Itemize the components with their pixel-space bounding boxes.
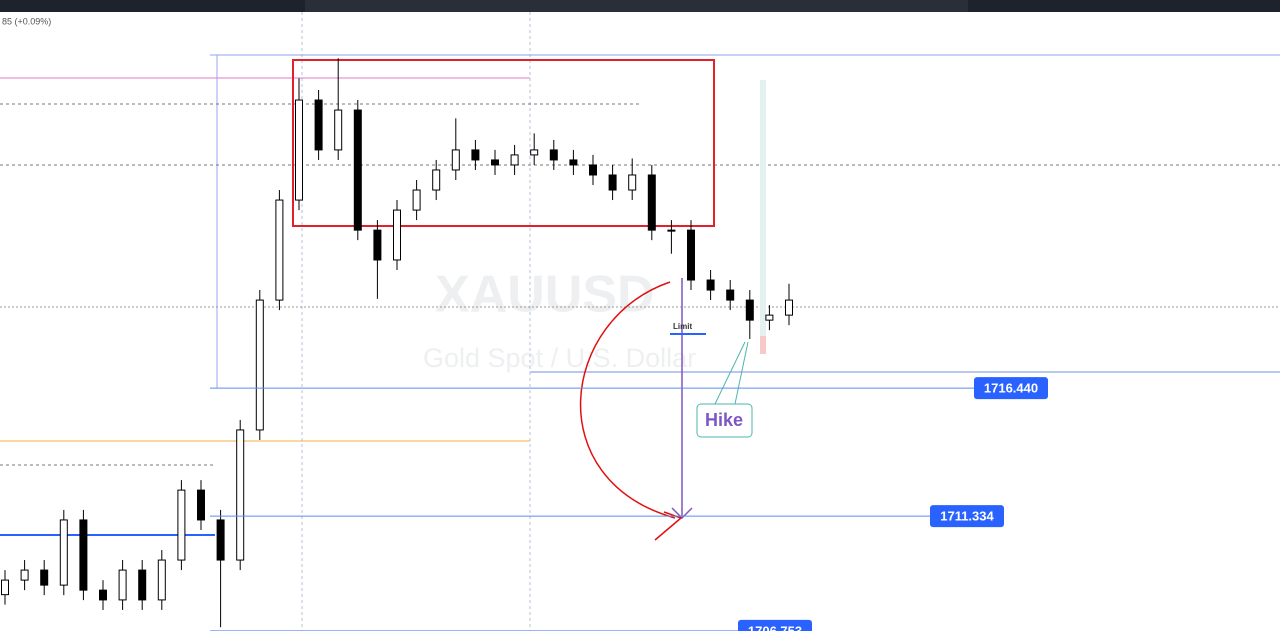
candle-body [667, 229, 676, 232]
callout-pointer [714, 341, 749, 405]
candle-body [197, 489, 205, 521]
candle-body [353, 109, 362, 231]
candle-body [373, 229, 382, 261]
candle-body [1, 579, 9, 596]
candle-body [177, 489, 186, 561]
candle-body [59, 519, 68, 586]
candle-body [510, 154, 519, 166]
candle-body [236, 429, 245, 561]
candle-body [216, 519, 225, 561]
candle-body [745, 299, 754, 321]
price-change: 85 (+0.09%) [2, 16, 51, 26]
price-label-box [974, 377, 1048, 400]
candle-body [412, 189, 421, 211]
candle-body [157, 559, 166, 601]
candle-body [451, 149, 460, 171]
candle-body [40, 569, 49, 586]
candle-body [138, 569, 147, 601]
hike-callout[interactable] [696, 403, 753, 438]
candle-body [20, 569, 29, 581]
drawing-toolbar[interactable] [305, 0, 968, 12]
watermark-description: Gold Spot / U.S. Dollar [423, 343, 696, 373]
candle-body [628, 174, 637, 191]
curved-arrow-head [654, 511, 683, 541]
position-tp [760, 80, 766, 340]
candles [1, 58, 793, 628]
price-label-box [930, 505, 1004, 528]
candle-body [589, 164, 597, 176]
candle-body [334, 109, 343, 151]
candle-body [99, 589, 107, 601]
candle-body [471, 149, 480, 161]
hike-label: Hike [705, 410, 743, 430]
price-label: 1711.334 [940, 509, 994, 524]
zone-rectangle[interactable] [292, 59, 715, 227]
watermark-symbol: XAUUSD [435, 266, 655, 324]
position-sl [760, 336, 766, 354]
candle-body [255, 299, 264, 431]
candle-body [118, 569, 127, 601]
candle-body [491, 159, 499, 166]
candle-body [706, 279, 715, 291]
candle-body [314, 99, 323, 151]
candle-body [530, 149, 539, 156]
candle-body [79, 519, 88, 591]
price-label: 1716.440 [984, 381, 1038, 396]
candle-body [393, 209, 401, 261]
price-label: 1706.753 [748, 623, 802, 631]
candle-body [726, 289, 735, 301]
candle-body [687, 229, 695, 281]
candle-body [569, 159, 578, 166]
candle-body [432, 169, 441, 191]
candle-body [275, 199, 284, 301]
candle-body [765, 314, 774, 321]
candle-body [295, 99, 303, 201]
candle-body [785, 299, 793, 316]
curved-arrow [579, 281, 676, 519]
candle-body [647, 174, 656, 231]
candle-body [549, 149, 558, 161]
limit-label: Limit [673, 322, 692, 331]
candle-body [608, 174, 617, 191]
